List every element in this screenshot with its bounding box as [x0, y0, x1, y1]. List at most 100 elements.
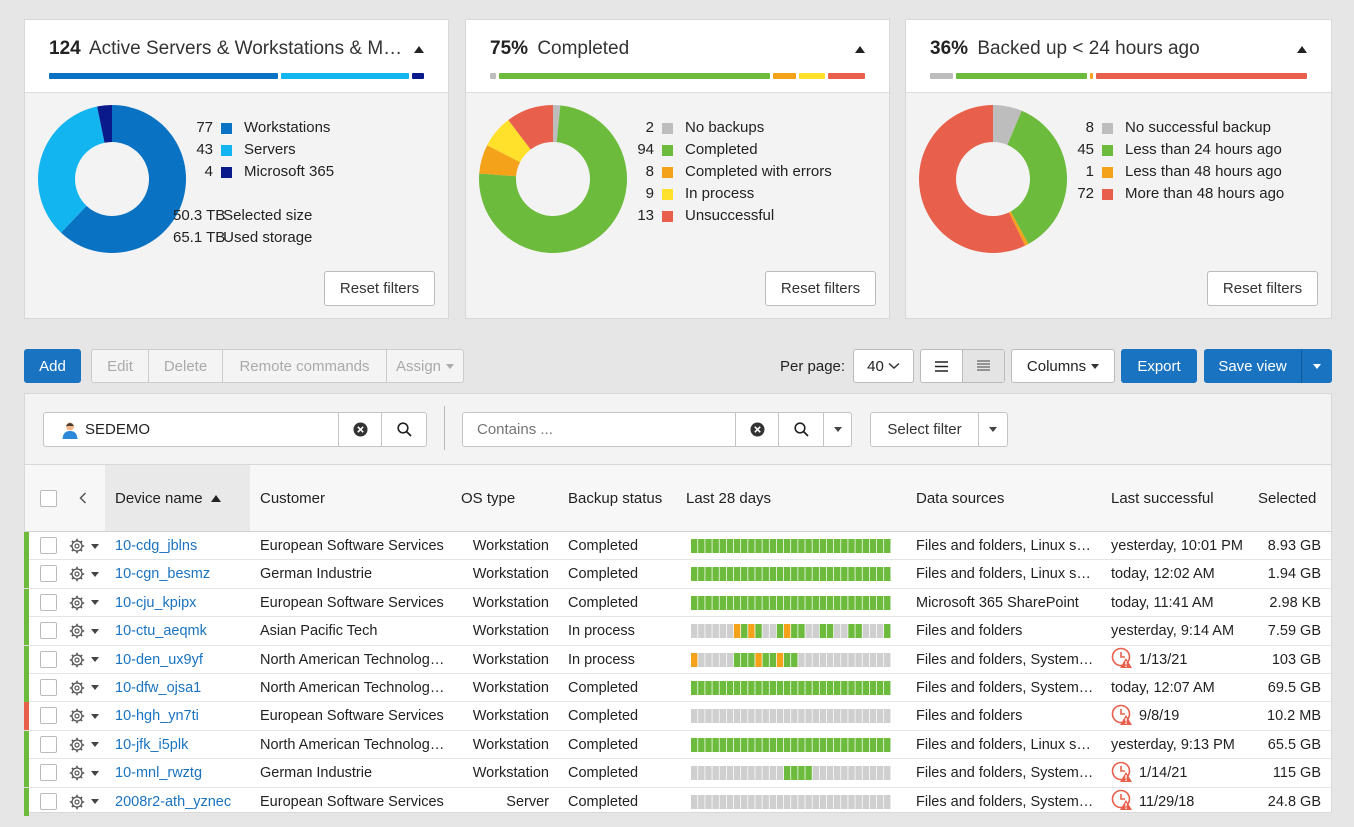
- row-checkbox[interactable]: [40, 593, 57, 612]
- backup-recency-donut-chart[interactable]: [918, 104, 1068, 254]
- table-row[interactable]: 10-ctu_aeqmk Asian Pacific Tech Workstat…: [24, 617, 1331, 646]
- search-icon[interactable]: [381, 413, 426, 446]
- table-row[interactable]: 10-jfk_i5plk North American Technologies…: [24, 730, 1331, 760]
- edit-button[interactable]: Edit: [92, 350, 149, 382]
- column-header-last-28-days[interactable]: Last 28 days: [686, 489, 772, 507]
- device-name-link[interactable]: 10-cgn_besmz: [115, 566, 211, 583]
- device-name-link[interactable]: 10-ctu_aeqmk: [115, 623, 207, 640]
- collapse-caret-icon[interactable]: [414, 46, 424, 53]
- donut-slice-less-than-24-hours-ago[interactable]: [1007, 110, 1067, 244]
- search-icon[interactable]: [778, 413, 823, 446]
- legend-row-no-successful-backup[interactable]: 8 No successful backup: [1085, 119, 1271, 136]
- list-view-icon[interactable]: [921, 350, 963, 382]
- column-header-last-successful[interactable]: Last successful: [1111, 489, 1214, 507]
- collapse-caret-icon[interactable]: [855, 46, 865, 53]
- card-header[interactable]: 36% Backed up < 24 hours ago: [906, 20, 1331, 93]
- last-28-days-sparkline[interactable]: [691, 567, 891, 582]
- last-28-days-sparkline[interactable]: [691, 766, 891, 781]
- device-name-link[interactable]: 10-den_ux9yf: [115, 651, 203, 668]
- row-checkbox[interactable]: [40, 792, 57, 811]
- row-actions-menu[interactable]: [69, 788, 99, 816]
- row-checkbox[interactable]: [40, 764, 57, 782]
- compact-view-icon[interactable]: [963, 350, 1004, 382]
- table-row[interactable]: 10-cdg_jblns European Software Services …: [24, 532, 1331, 561]
- donut-slice-unsuccessful[interactable]: [508, 105, 553, 150]
- last-28-days-sparkline[interactable]: [691, 709, 891, 724]
- row-actions-menu[interactable]: [69, 731, 99, 759]
- chevron-down-icon[interactable]: [978, 413, 1007, 446]
- reset-filters-button[interactable]: Reset filters: [1207, 271, 1318, 306]
- row-checkbox[interactable]: [40, 537, 57, 555]
- legend-row-servers[interactable]: 43 Servers: [196, 141, 296, 158]
- column-header-customer[interactable]: Customer: [260, 489, 326, 507]
- delete-button[interactable]: Delete: [149, 350, 223, 382]
- row-actions-menu[interactable]: [69, 589, 99, 617]
- backup-status-donut-chart[interactable]: [478, 104, 628, 254]
- legend-row-completed[interactable]: 94 Completed: [637, 141, 758, 158]
- reset-filters-button[interactable]: Reset filters: [324, 271, 435, 306]
- donut-slice-servers[interactable]: [38, 106, 105, 233]
- table-row[interactable]: 10-hgh_yn7ti European Software Services …: [24, 702, 1331, 731]
- row-actions-menu[interactable]: [69, 702, 99, 730]
- table-row[interactable]: 10-dfw_ojsa1 North American Technologies…: [24, 673, 1331, 703]
- device-name-link[interactable]: 10-mnl_rwztg: [115, 765, 203, 782]
- legend-row-unsuccessful[interactable]: 13 Unsuccessful: [637, 207, 775, 224]
- table-row[interactable]: 2008r2-ath_yznec European Software Servi…: [24, 787, 1331, 816]
- table-row[interactable]: 10-cgn_besmz German Industrie Workstatio…: [24, 560, 1331, 589]
- donut-slice-no-successful-backup[interactable]: [993, 105, 1022, 145]
- card-header[interactable]: 75% Completed: [466, 20, 889, 93]
- last-28-days-sparkline[interactable]: [691, 737, 891, 752]
- table-row[interactable]: 10-mnl_rwztg German Industrie Workstatio…: [24, 759, 1331, 788]
- column-header-os-type[interactable]: OS type: [461, 489, 516, 507]
- donut-slice-in-process[interactable]: [487, 120, 531, 163]
- add-button[interactable]: Add: [24, 349, 81, 383]
- row-checkbox[interactable]: [40, 565, 57, 583]
- select-filter-dropdown[interactable]: Select filter: [870, 412, 1008, 447]
- last-28-days-sparkline[interactable]: [691, 794, 891, 809]
- device-name-link[interactable]: 10-jfk_i5plk: [115, 736, 189, 753]
- row-actions-menu[interactable]: [69, 560, 99, 588]
- last-28-days-sparkline[interactable]: [691, 680, 891, 695]
- select-all-checkbox[interactable]: [40, 465, 57, 531]
- devices-donut-chart[interactable]: [37, 104, 187, 254]
- chevron-down-icon[interactable]: [823, 413, 851, 446]
- table-row[interactable]: 10-cju_kpipx European Software Services …: [24, 588, 1331, 618]
- donut-slice-less-than-48-hours-ago[interactable]: [1009, 211, 1029, 246]
- row-checkbox[interactable]: [40, 650, 57, 669]
- column-header-device-name[interactable]: Device name: [105, 465, 250, 531]
- save-view-button[interactable]: Save view: [1204, 349, 1302, 383]
- table-row[interactable]: 10-den_ux9yf North American Technologies…: [24, 645, 1331, 674]
- row-checkbox[interactable]: [40, 735, 57, 754]
- device-name-link[interactable]: 10-dfw_ojsa1: [115, 679, 202, 696]
- row-checkbox[interactable]: [40, 707, 57, 725]
- export-button[interactable]: Export: [1121, 349, 1197, 383]
- legend-row-workstations[interactable]: 77 Workstations: [196, 119, 331, 136]
- last-28-days-sparkline[interactable]: [691, 652, 891, 667]
- clear-icon[interactable]: [338, 413, 381, 446]
- row-actions-menu[interactable]: [69, 759, 99, 787]
- legend-row-in-process[interactable]: 9 In process: [645, 185, 755, 202]
- assign-dropdown[interactable]: Assign: [387, 350, 463, 382]
- last-28-days-sparkline[interactable]: [691, 595, 891, 610]
- scroll-left-icon[interactable]: [79, 465, 87, 531]
- donut-slice-more-than-48-hours-ago[interactable]: [919, 105, 1026, 254]
- last-28-days-sparkline[interactable]: [691, 624, 891, 639]
- last-28-days-sparkline[interactable]: [691, 539, 891, 553]
- card-header[interactable]: 124 Active Servers & Workstations & Micr…: [25, 20, 448, 93]
- contains-input[interactable]: [463, 421, 735, 438]
- reset-filters-button[interactable]: Reset filters: [765, 271, 876, 306]
- legend-row-completed-with-errors[interactable]: 8 Completed with errors: [645, 163, 832, 180]
- per-page-select[interactable]: 40: [853, 349, 914, 383]
- row-actions-menu[interactable]: [69, 532, 99, 560]
- legend-row-microsoft-365[interactable]: 4 Microsoft 365: [204, 163, 335, 180]
- legend-row-less-than-48h[interactable]: 1 Less than 48 hours ago: [1085, 163, 1282, 180]
- device-name-link[interactable]: 10-cdg_jblns: [115, 538, 198, 554]
- donut-slice-completed[interactable]: [479, 105, 627, 253]
- column-header-selected[interactable]: Selected: [1258, 489, 1317, 507]
- collapse-caret-icon[interactable]: [1297, 46, 1307, 53]
- legend-row-no-backups[interactable]: 2 No backups: [645, 119, 765, 136]
- legend-row-less-than-24h[interactable]: 45 Less than 24 hours ago: [1077, 141, 1282, 158]
- column-header-data-sources[interactable]: Data sources: [916, 489, 1005, 507]
- clear-icon[interactable]: [735, 413, 778, 446]
- legend-row-more-than-48h[interactable]: 72 More than 48 hours ago: [1077, 185, 1285, 202]
